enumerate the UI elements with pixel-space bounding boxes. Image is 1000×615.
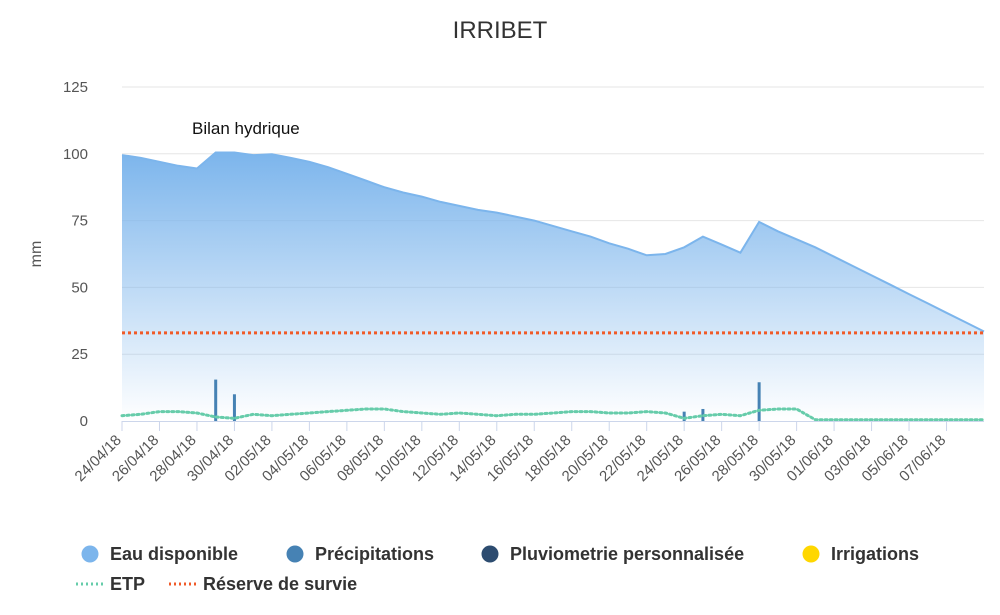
- bar-precipitation: [232, 394, 236, 421]
- legend-item: Eau disponible: [81, 544, 238, 564]
- y-tick-label: 75: [71, 213, 88, 230]
- legend-item: Précipitations: [286, 544, 434, 564]
- legend-item: Irrigations: [802, 544, 919, 564]
- y-tick-label: 125: [63, 79, 88, 96]
- chart-title: IRRIBET: [453, 17, 548, 44]
- y-axis-ticks: 0 25 50 75 100 125: [63, 79, 88, 430]
- y-axis-label: mm: [28, 241, 45, 268]
- y-tick-label: 50: [71, 279, 88, 296]
- legend-symbol: [802, 545, 820, 563]
- line-etp: [120, 407, 986, 422]
- legend-symbol: [286, 545, 304, 563]
- y-tick-label: 0: [80, 413, 88, 430]
- legend-symbol: [481, 545, 499, 563]
- legend-item: Réserve de survie: [169, 574, 357, 594]
- legend-label: Pluviometrie personnalisée: [510, 544, 744, 564]
- legend-label: Précipitations: [315, 544, 434, 564]
- y-tick-label: 100: [63, 146, 88, 163]
- legend-label: ETP: [110, 574, 145, 594]
- legend-item: Pluviometrie personnalisée: [481, 544, 744, 564]
- y-tick-label: 25: [71, 346, 88, 363]
- legend-label: Eau disponible: [110, 544, 238, 564]
- legend-symbol: [81, 545, 99, 563]
- bar-precipitation: [682, 411, 686, 421]
- legend-label: Réserve de survie: [203, 574, 357, 594]
- legend: Eau disponible Précipitations Pluviometrie…: [76, 544, 919, 594]
- legend-item: ETP: [76, 574, 145, 594]
- area-eau-disponible: [122, 152, 984, 421]
- bar-precipitation: [757, 382, 761, 421]
- plot-area: [120, 151, 986, 422]
- x-axis: 24/04/1826/04/1828/04/1830/04/1802/05/18…: [72, 421, 984, 485]
- annotation-bilan-hydrique: Bilan hydrique: [192, 119, 300, 138]
- bar-precipitation: [214, 379, 218, 421]
- line-eau-disponible: [121, 151, 985, 333]
- legend-label: Irrigations: [831, 544, 919, 564]
